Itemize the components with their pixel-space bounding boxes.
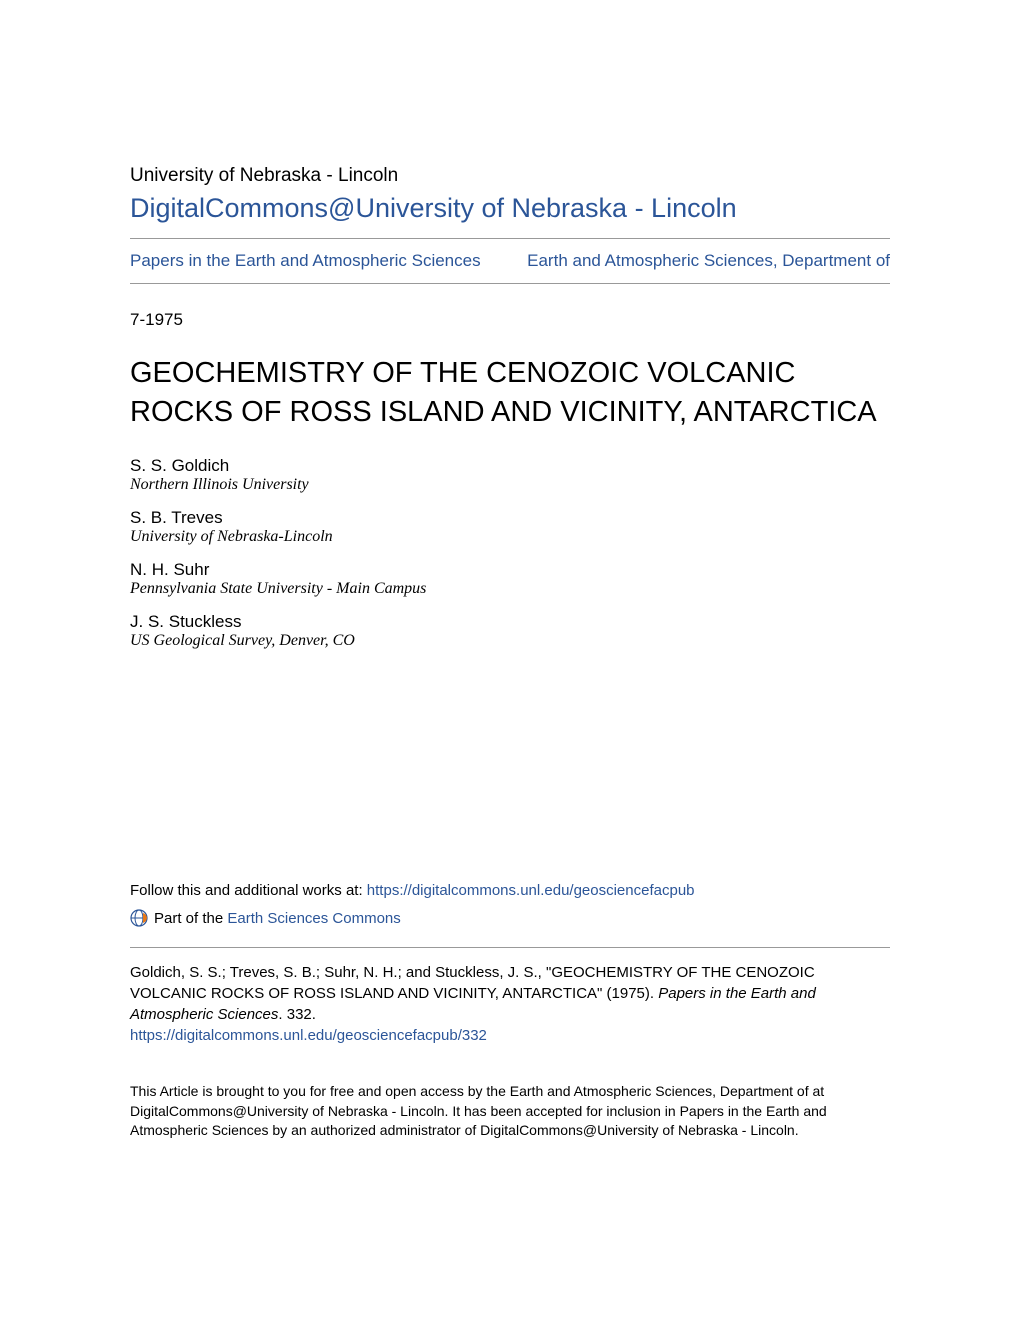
author-affiliation: Pennsylvania State University - Main Cam…: [130, 580, 890, 598]
citation-url: https://digitalcommons.unl.edu/geoscienc…: [130, 1027, 890, 1044]
divider-bottom: [130, 283, 890, 284]
breadcrumb-department-link[interactable]: Earth and Atmospheric Sciences, Departme…: [527, 251, 890, 271]
follow-prefix: Follow this and additional works at:: [130, 882, 367, 899]
network-icon: [130, 909, 148, 927]
author-block: S. S. Goldich Northern Illinois Universi…: [130, 456, 890, 494]
author-affiliation: US Geological Survey, Denver, CO: [130, 632, 890, 650]
part-of-prefix: Part of the: [154, 910, 227, 927]
divider-citation: [130, 947, 890, 948]
author-name: S. B. Treves: [130, 508, 890, 528]
part-of-line: Part of the Earth Sciences Commons: [130, 909, 890, 927]
institution-label: University of Nebraska - Lincoln: [130, 165, 890, 187]
author-block: J. S. Stuckless US Geological Survey, De…: [130, 612, 890, 650]
citation-url-link[interactable]: https://digitalcommons.unl.edu/geoscienc…: [130, 1027, 487, 1044]
repository-link[interactable]: DigitalCommons@University of Nebraska - …: [130, 193, 890, 224]
follow-line: Follow this and additional works at: htt…: [130, 882, 890, 899]
breadcrumb: Papers in the Earth and Atmospheric Scie…: [130, 239, 890, 283]
author-affiliation: University of Nebraska-Lincoln: [130, 528, 890, 546]
publication-date: 7-1975: [130, 310, 890, 330]
breadcrumb-collection-link[interactable]: Papers in the Earth and Atmospheric Scie…: [130, 251, 481, 271]
commons-link[interactable]: Earth Sciences Commons: [227, 910, 400, 927]
spacer: [130, 664, 890, 882]
author-block: S. B. Treves University of Nebraska-Linc…: [130, 508, 890, 546]
author-name: N. H. Suhr: [130, 560, 890, 580]
footer-statement: This Article is brought to you for free …: [130, 1082, 890, 1141]
follow-url-link[interactable]: https://digitalcommons.unl.edu/geoscienc…: [367, 882, 695, 899]
citation-text: Goldich, S. S.; Treves, S. B.; Suhr, N. …: [130, 962, 890, 1025]
citation-part2: . 332.: [278, 1006, 316, 1023]
author-name: J. S. Stuckless: [130, 612, 890, 632]
author-block: N. H. Suhr Pennsylvania State University…: [130, 560, 890, 598]
author-name: S. S. Goldich: [130, 456, 890, 476]
author-affiliation: Northern Illinois University: [130, 476, 890, 494]
page-title: GEOCHEMISTRY OF THE CENOZOIC VOLCANIC RO…: [130, 354, 890, 432]
